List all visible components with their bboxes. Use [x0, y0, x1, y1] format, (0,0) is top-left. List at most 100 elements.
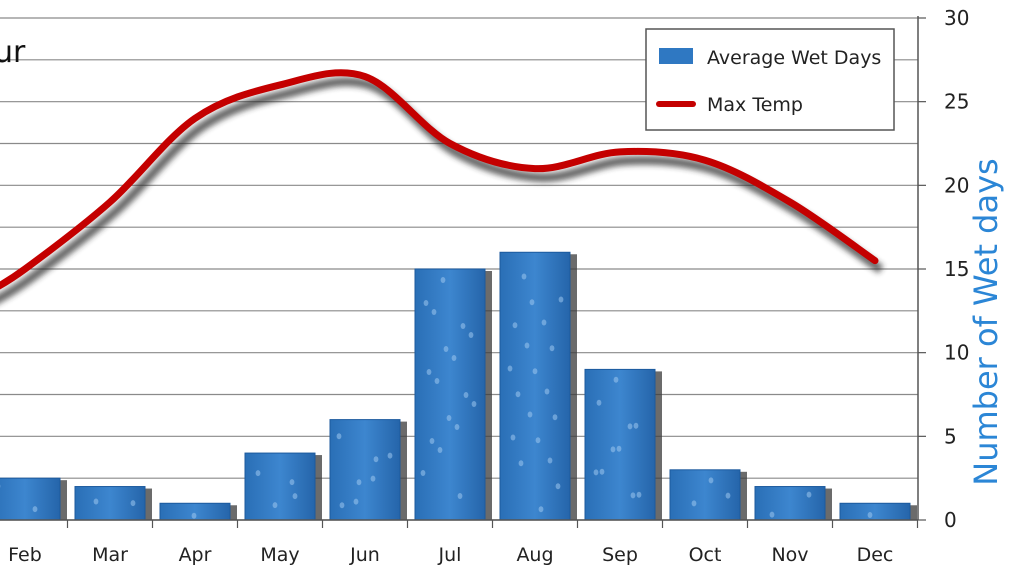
bar-droplet: [457, 493, 463, 499]
y-tick-label: 15: [944, 257, 969, 281]
bar-droplet: [510, 434, 516, 441]
bar-droplet: [353, 498, 359, 505]
bar-droplet: [512, 322, 518, 329]
legend-box: [645, 28, 895, 131]
bar-droplet: [630, 492, 636, 499]
x-tick-label: May: [260, 544, 299, 566]
bar-droplet: [552, 414, 558, 421]
chart-title: ur: [0, 35, 26, 70]
bar-droplet: [515, 391, 521, 398]
bar-sep: [584, 368, 656, 521]
bar-droplet: [549, 345, 555, 352]
bar-droplet: [518, 460, 524, 467]
legend-bar-swatch: [659, 48, 693, 64]
bar-droplet: [627, 423, 633, 430]
bar-droplet: [613, 376, 619, 383]
bar-droplet: [867, 512, 873, 518]
bar-droplet: [255, 470, 261, 477]
bar-droplet: [633, 422, 639, 429]
bar-droplet: [529, 299, 535, 306]
bar-droplet: [446, 415, 452, 421]
bar-droplet: [558, 296, 564, 303]
x-tick-label: Jul: [438, 544, 462, 566]
x-tick-label: Apr: [179, 544, 212, 566]
line-series: [0, 69, 884, 304]
bar-droplet: [538, 506, 544, 513]
bar-droplet: [535, 437, 541, 444]
bar-droplet: [547, 457, 553, 464]
bar-droplet: [555, 483, 561, 490]
bar-feb: [0, 477, 61, 521]
bar-aug: [499, 251, 571, 521]
bar-droplet: [336, 433, 342, 440]
y-tick-label: 0: [944, 508, 957, 532]
bar-droplet: [454, 424, 460, 430]
bar-droplet: [532, 368, 538, 375]
bar-droplet: [616, 445, 622, 452]
bar-droplet: [370, 475, 376, 482]
legend-label-wet-days: Average Wet Days: [707, 47, 881, 69]
y-tick-label: 10: [944, 341, 969, 365]
bar-droplet: [725, 492, 731, 499]
axes: 0 5 10 15 20 25 30 Feb Mar Apr May Jun Jul Aug Sep Oct N…: [0, 6, 969, 566]
bar-jul: [414, 268, 486, 521]
bar-series: [0, 251, 917, 521]
bar-dec: [839, 502, 911, 521]
x-tick-label: Feb: [8, 544, 42, 566]
bar-droplet: [507, 365, 513, 372]
bar-may: [244, 452, 316, 521]
bar-droplet: [429, 438, 435, 444]
bar-droplet: [434, 378, 440, 384]
bar-droplet: [460, 323, 466, 329]
y-tick-label: 5: [944, 424, 957, 448]
bar-droplet: [610, 446, 616, 453]
bar-droplet: [524, 342, 530, 349]
bar-droplet: [437, 447, 443, 453]
x-tick-label: Mar: [92, 544, 128, 566]
bar-droplet: [527, 411, 533, 418]
bar-droplet: [451, 355, 457, 361]
x-tick-label: Jun: [349, 544, 380, 566]
bar-droplet: [387, 452, 393, 459]
y-tick-label: 25: [944, 90, 969, 114]
bar-droplet: [93, 498, 99, 505]
bar-droplet: [691, 500, 697, 507]
bar-droplet: [636, 491, 642, 498]
bar-droplet: [426, 369, 432, 375]
bar-droplet: [541, 319, 547, 326]
bar-droplet: [468, 332, 474, 338]
legend-label-max-temp: Max Temp: [707, 94, 803, 116]
bar-droplet: [599, 468, 605, 475]
bar-droplet: [463, 392, 469, 398]
bar-droplet: [130, 500, 136, 507]
y-tick-label: 20: [944, 173, 969, 197]
bar-droplet: [769, 511, 775, 518]
bar-droplet: [708, 477, 714, 484]
bar-droplet: [521, 273, 527, 280]
bar-droplet: [431, 309, 437, 315]
bar-droplet: [339, 502, 345, 509]
bar-droplet: [596, 399, 602, 406]
y-tick-label: 30: [944, 6, 969, 30]
bar-droplet: [544, 388, 550, 395]
bar-droplet: [289, 479, 295, 486]
bar-droplet: [443, 346, 449, 352]
bar-droplet: [373, 456, 379, 463]
x-tick-label: Oct: [689, 544, 722, 566]
bar-droplet: [420, 470, 426, 476]
x-tick-label: Nov: [771, 544, 808, 566]
bar-droplet: [356, 479, 362, 486]
x-tick-label: Aug: [516, 544, 553, 566]
bar-droplet: [423, 300, 429, 306]
bar-droplet: [32, 506, 38, 513]
bar-droplet: [440, 277, 446, 283]
y-axis-title-right: Number of Wet days: [967, 158, 1005, 485]
bar-droplet: [272, 502, 278, 509]
x-tick-label: Sep: [602, 544, 638, 566]
bar-droplet: [471, 401, 477, 407]
bar-droplet: [292, 493, 298, 500]
bar-nov: [754, 486, 826, 521]
x-tick-label: Dec: [857, 544, 894, 566]
temp-line: [0, 69, 879, 290]
bar-droplet: [593, 469, 599, 476]
